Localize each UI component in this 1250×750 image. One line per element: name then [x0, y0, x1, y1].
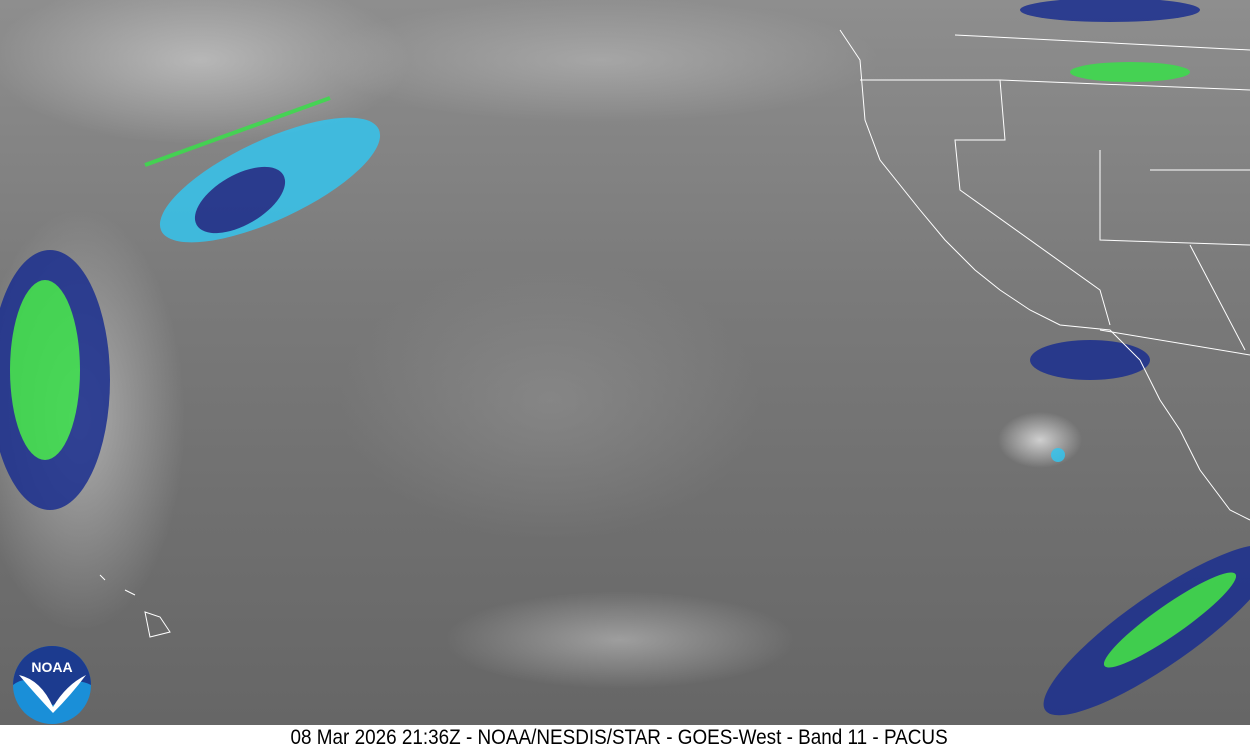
caption-text: 08 Mar 2026 21:36Z - NOAA/NESDIS/STAR - … — [290, 726, 949, 749]
svg-text:NOAA: NOAA — [31, 659, 72, 675]
satellite-image: NOAA — [0, 0, 1250, 725]
jet-streak — [144, 96, 331, 167]
cloud-band-southeast-green — [1103, 572, 1237, 668]
cloud-band-southeast — [1043, 544, 1250, 716]
cloud-low-baja — [1030, 340, 1150, 380]
cloud-northern-us-2 — [1020, 0, 1200, 22]
coastline-and-borders — [99, 29, 1250, 638]
noaa-logo: NOAA — [13, 646, 91, 724]
storm-center — [1051, 448, 1065, 462]
cloud-band-northwest-core — [194, 166, 286, 234]
cloud-northern-us — [1070, 62, 1190, 82]
cloud-mass-west-green — [10, 280, 80, 460]
image-caption: 08 Mar 2026 21:36Z - NOAA/NESDIS/STAR - … — [0, 725, 1250, 750]
cloud-overlay — [0, 0, 1250, 716]
